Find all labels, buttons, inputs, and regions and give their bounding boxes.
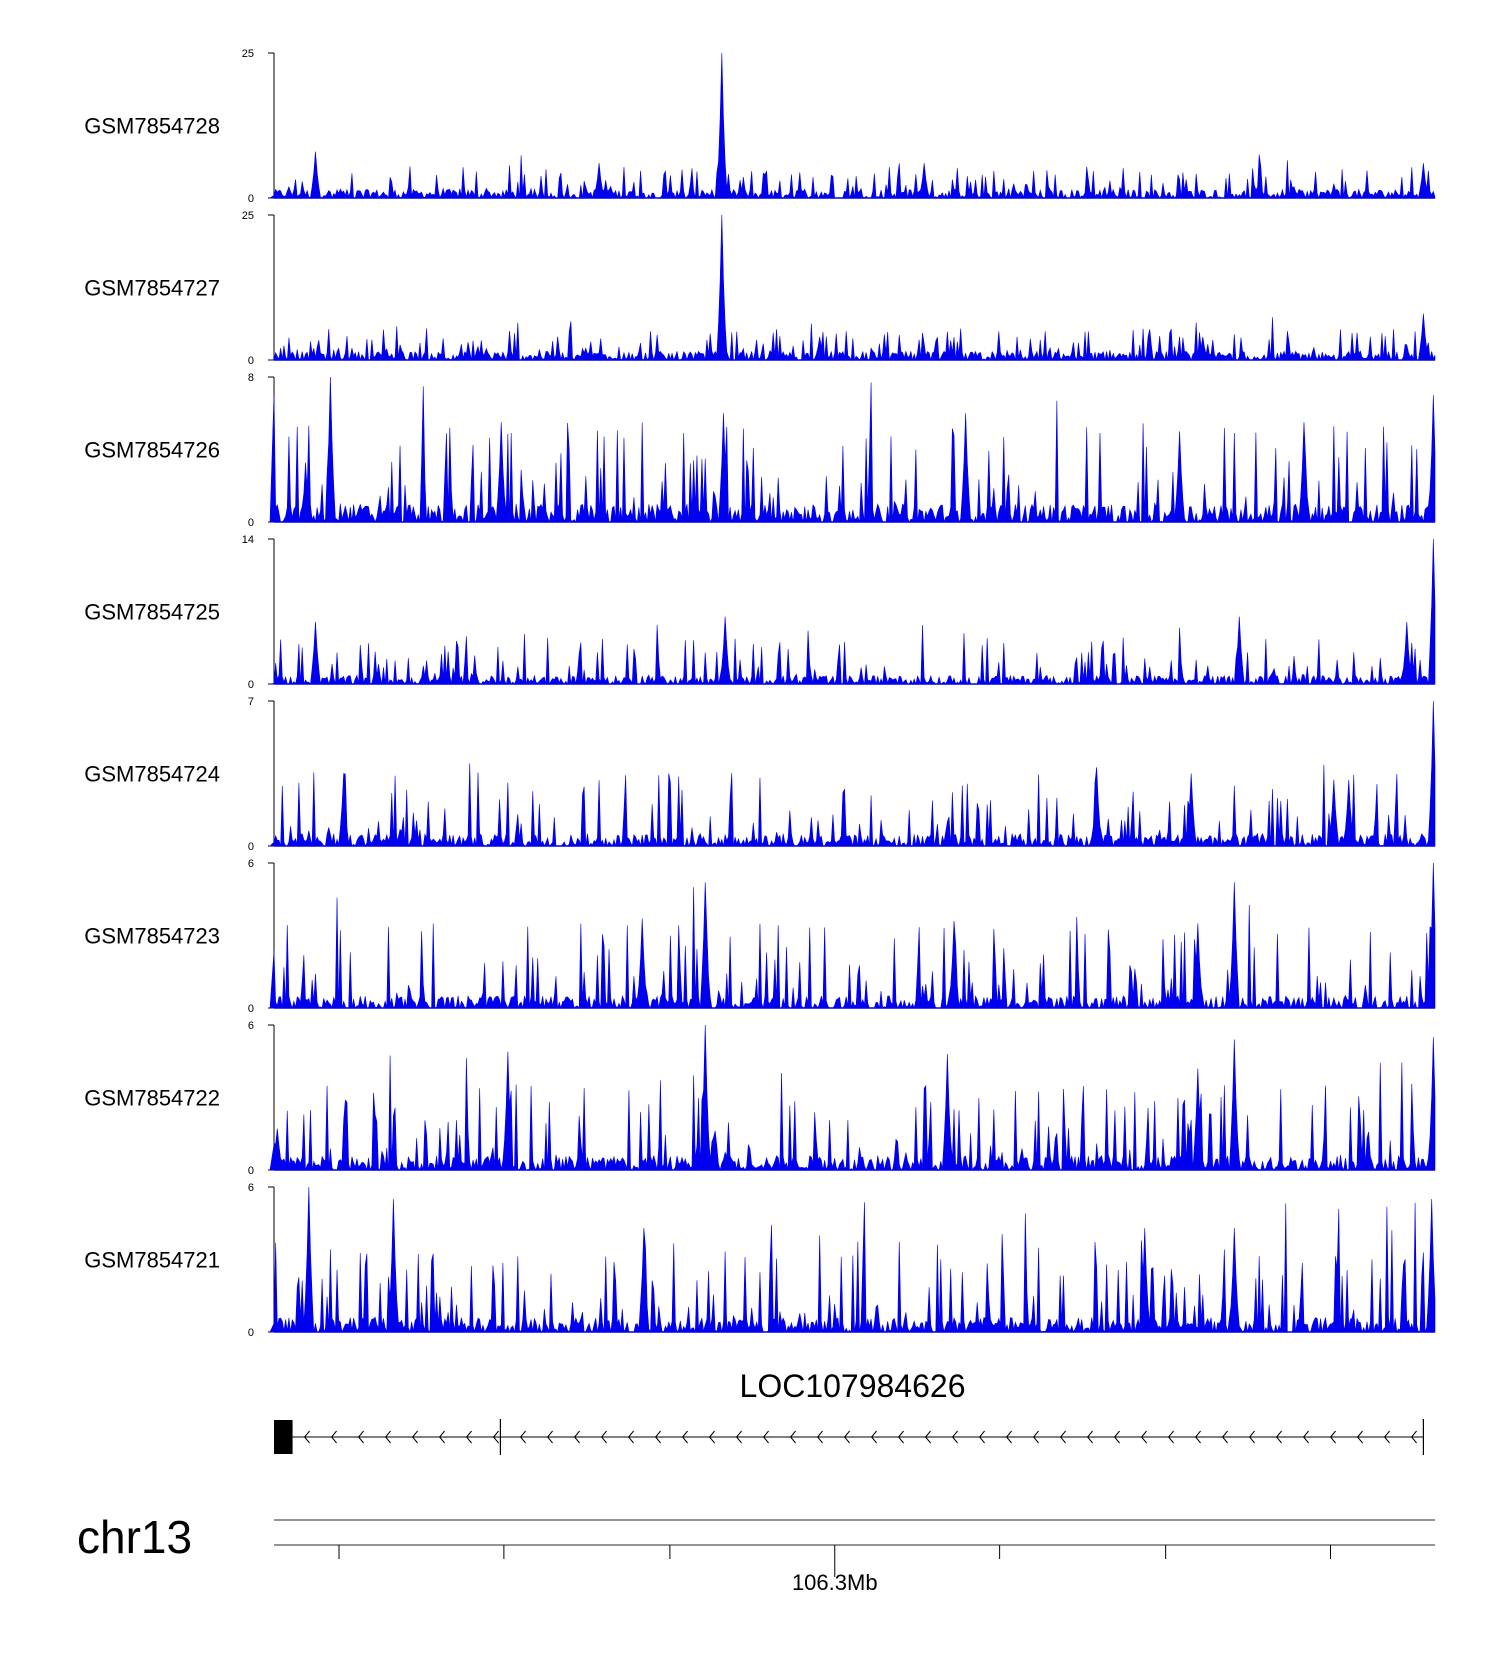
strand-arrow — [1275, 1430, 1282, 1444]
strand-arrow — [438, 1430, 445, 1444]
track-label: GSM7854721 — [84, 1248, 220, 1273]
signal-area — [269, 700, 1436, 848]
strand-arrow — [1167, 1430, 1174, 1444]
y-tick-label-max: 6 — [248, 1182, 254, 1194]
strand-arrow — [762, 1430, 769, 1444]
track-GSM7854727: GSM7854727 25 0 — [84, 210, 1436, 367]
strand-arrow — [573, 1430, 580, 1444]
track-label: GSM7854725 — [84, 600, 220, 625]
strand-arrow — [897, 1430, 904, 1444]
y-tick-label-min: 0 — [248, 1003, 254, 1015]
track-GSM7854723: GSM7854723 6 0 — [84, 858, 1436, 1015]
track-GSM7854726: GSM7854726 8 0 — [84, 372, 1436, 529]
y-tick-label-max: 7 — [248, 696, 254, 708]
gene-exon — [274, 1420, 293, 1454]
strand-arrow — [654, 1430, 661, 1444]
track-label: GSM7854726 — [84, 438, 220, 463]
y-tick-label-min: 0 — [248, 355, 254, 367]
axis-tick-label: 106.3Mb — [792, 1570, 878, 1595]
strand-arrow — [546, 1430, 553, 1444]
strand-arrow — [519, 1430, 526, 1444]
y-tick-label-max: 25 — [242, 48, 254, 60]
strand-arrow — [303, 1430, 310, 1444]
strand-arrow — [1302, 1430, 1309, 1444]
track-label: GSM7854728 — [84, 114, 220, 139]
signal-area — [269, 862, 1436, 1010]
track-label: GSM7854722 — [84, 1086, 220, 1111]
signal-area — [269, 376, 1436, 524]
gene-name: LOC107984626 — [740, 1368, 966, 1404]
strand-arrow — [384, 1430, 391, 1444]
strand-arrow — [600, 1430, 607, 1444]
y-tick-label-min: 0 — [248, 193, 254, 205]
chromosome-label: chr13 — [77, 1511, 192, 1563]
strand-arrow — [1194, 1430, 1201, 1444]
strand-arrow — [1248, 1430, 1255, 1444]
signal-area — [269, 538, 1436, 686]
strand-arrow — [1329, 1430, 1336, 1444]
strand-arrow — [330, 1430, 337, 1444]
y-tick-label-min: 0 — [248, 1327, 254, 1339]
y-tick-label-min: 0 — [248, 841, 254, 853]
strand-arrow — [1113, 1430, 1120, 1444]
y-tick-label-max: 6 — [248, 858, 254, 870]
strand-arrow — [978, 1430, 985, 1444]
track-GSM7854724: GSM7854724 7 0 — [84, 696, 1436, 853]
track-GSM7854722: GSM7854722 6 0 — [84, 1020, 1436, 1177]
track-GSM7854721: GSM7854721 6 0 — [84, 1182, 1436, 1339]
strand-arrow — [1140, 1430, 1147, 1444]
y-tick-label-min: 0 — [248, 1165, 254, 1177]
strand-arrow — [1005, 1430, 1012, 1444]
strand-arrow — [870, 1430, 877, 1444]
y-tick-label-min: 0 — [248, 679, 254, 691]
track-label: GSM7854723 — [84, 924, 220, 949]
strand-arrow — [1086, 1430, 1093, 1444]
strand-arrow — [627, 1430, 634, 1444]
signal-area — [269, 52, 1436, 200]
signal-area — [269, 1024, 1436, 1172]
y-tick-label-max: 6 — [248, 1020, 254, 1032]
strand-arrow — [924, 1430, 931, 1444]
strand-arrow — [411, 1430, 418, 1444]
strand-arrow — [1221, 1430, 1228, 1444]
strand-arrow — [1410, 1430, 1417, 1444]
signal-area — [269, 214, 1436, 362]
y-tick-label-max: 25 — [242, 210, 254, 222]
signal-area — [269, 1186, 1436, 1334]
strand-arrow — [789, 1430, 796, 1444]
strand-arrow — [816, 1430, 823, 1444]
strand-arrow — [1383, 1430, 1390, 1444]
strand-arrow — [735, 1430, 742, 1444]
y-tick-label-max: 14 — [242, 534, 254, 546]
strand-arrow — [708, 1430, 715, 1444]
y-tick-label-min: 0 — [248, 517, 254, 529]
strand-arrow — [1059, 1430, 1066, 1444]
strand-arrow — [1356, 1430, 1363, 1444]
strand-arrow — [465, 1430, 472, 1444]
strand-arrow — [681, 1430, 688, 1444]
strand-arrow — [357, 1430, 364, 1444]
track-GSM7854728: GSM7854728 25 0 — [84, 48, 1436, 205]
strand-arrow — [492, 1430, 499, 1444]
track-label: GSM7854727 — [84, 276, 220, 301]
y-tick-label-max: 8 — [248, 372, 254, 384]
strand-arrow — [843, 1430, 850, 1444]
strand-arrow — [1032, 1430, 1039, 1444]
strand-arrow — [951, 1430, 958, 1444]
track-label: GSM7854724 — [84, 762, 220, 787]
track-GSM7854725: GSM7854725 14 0 — [84, 534, 1436, 691]
